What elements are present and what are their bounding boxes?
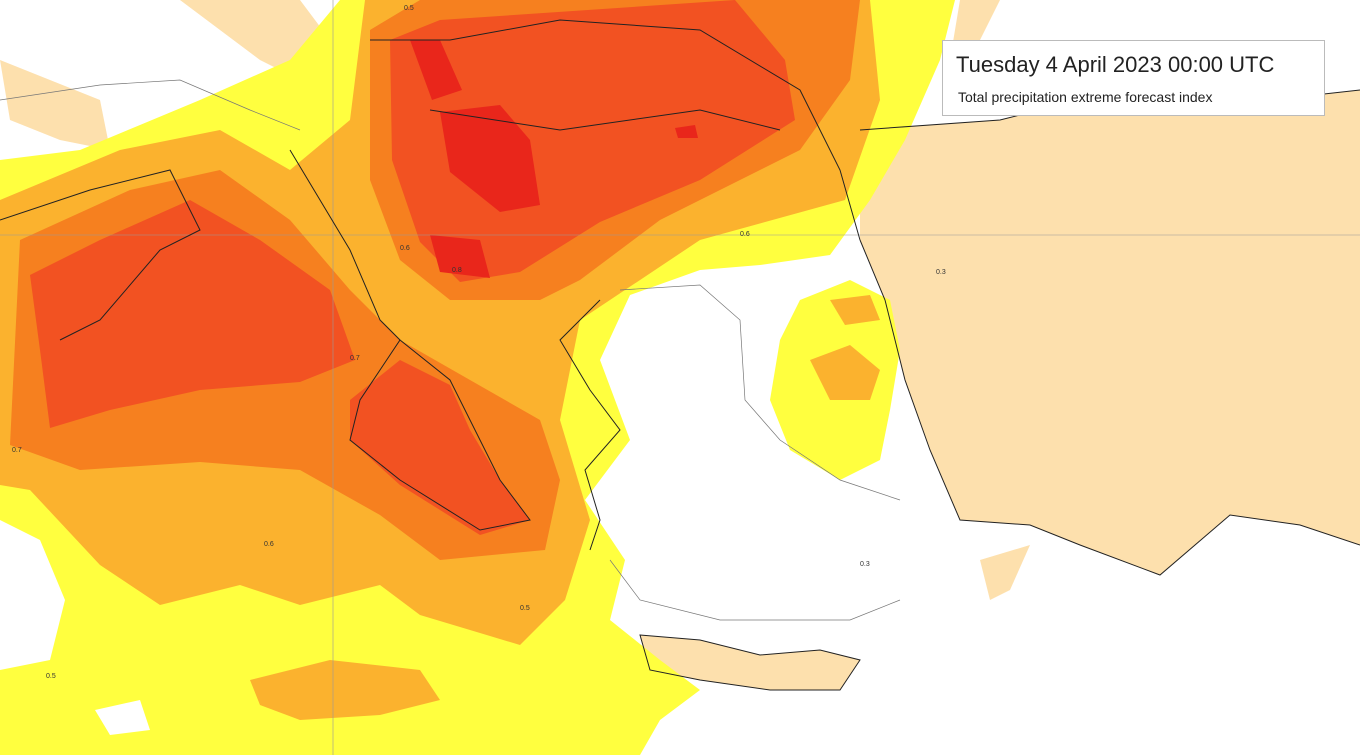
contour-label: 0.7 — [12, 447, 22, 454]
contour-label: 0.6 — [740, 231, 750, 238]
contour-label: 0.6 — [400, 245, 410, 252]
index-red-orange — [30, 0, 795, 535]
contour-label: 0.5 — [520, 605, 530, 612]
contour-label: 0.3 — [860, 561, 870, 568]
contour-label: 0.3 — [936, 269, 946, 276]
subtitle: Total precipitation extreme forecast ind… — [958, 89, 1213, 105]
coastlines — [0, 19, 1360, 691]
contour-label: 0.8 — [452, 267, 462, 274]
sea-gaps — [0, 520, 150, 735]
title: Tuesday 4 April 2023 00:00 UTC — [956, 52, 1275, 77]
contour-label: 0.6 — [264, 541, 274, 548]
title-box: Tuesday 4 April 2023 00:00 UTC Total pre… — [942, 40, 1325, 116]
isolines — [0, 79, 901, 621]
contour-label: 0.5 — [46, 673, 56, 680]
contour-label: 0.7 — [350, 355, 360, 362]
contour-labels: 0.5 0.6 0.7 0.8 0.5 0.6 0.7 0.5 0.6 0.3 … — [12, 5, 946, 680]
contour-label: 0.5 — [404, 5, 414, 12]
index-red — [410, 40, 698, 278]
